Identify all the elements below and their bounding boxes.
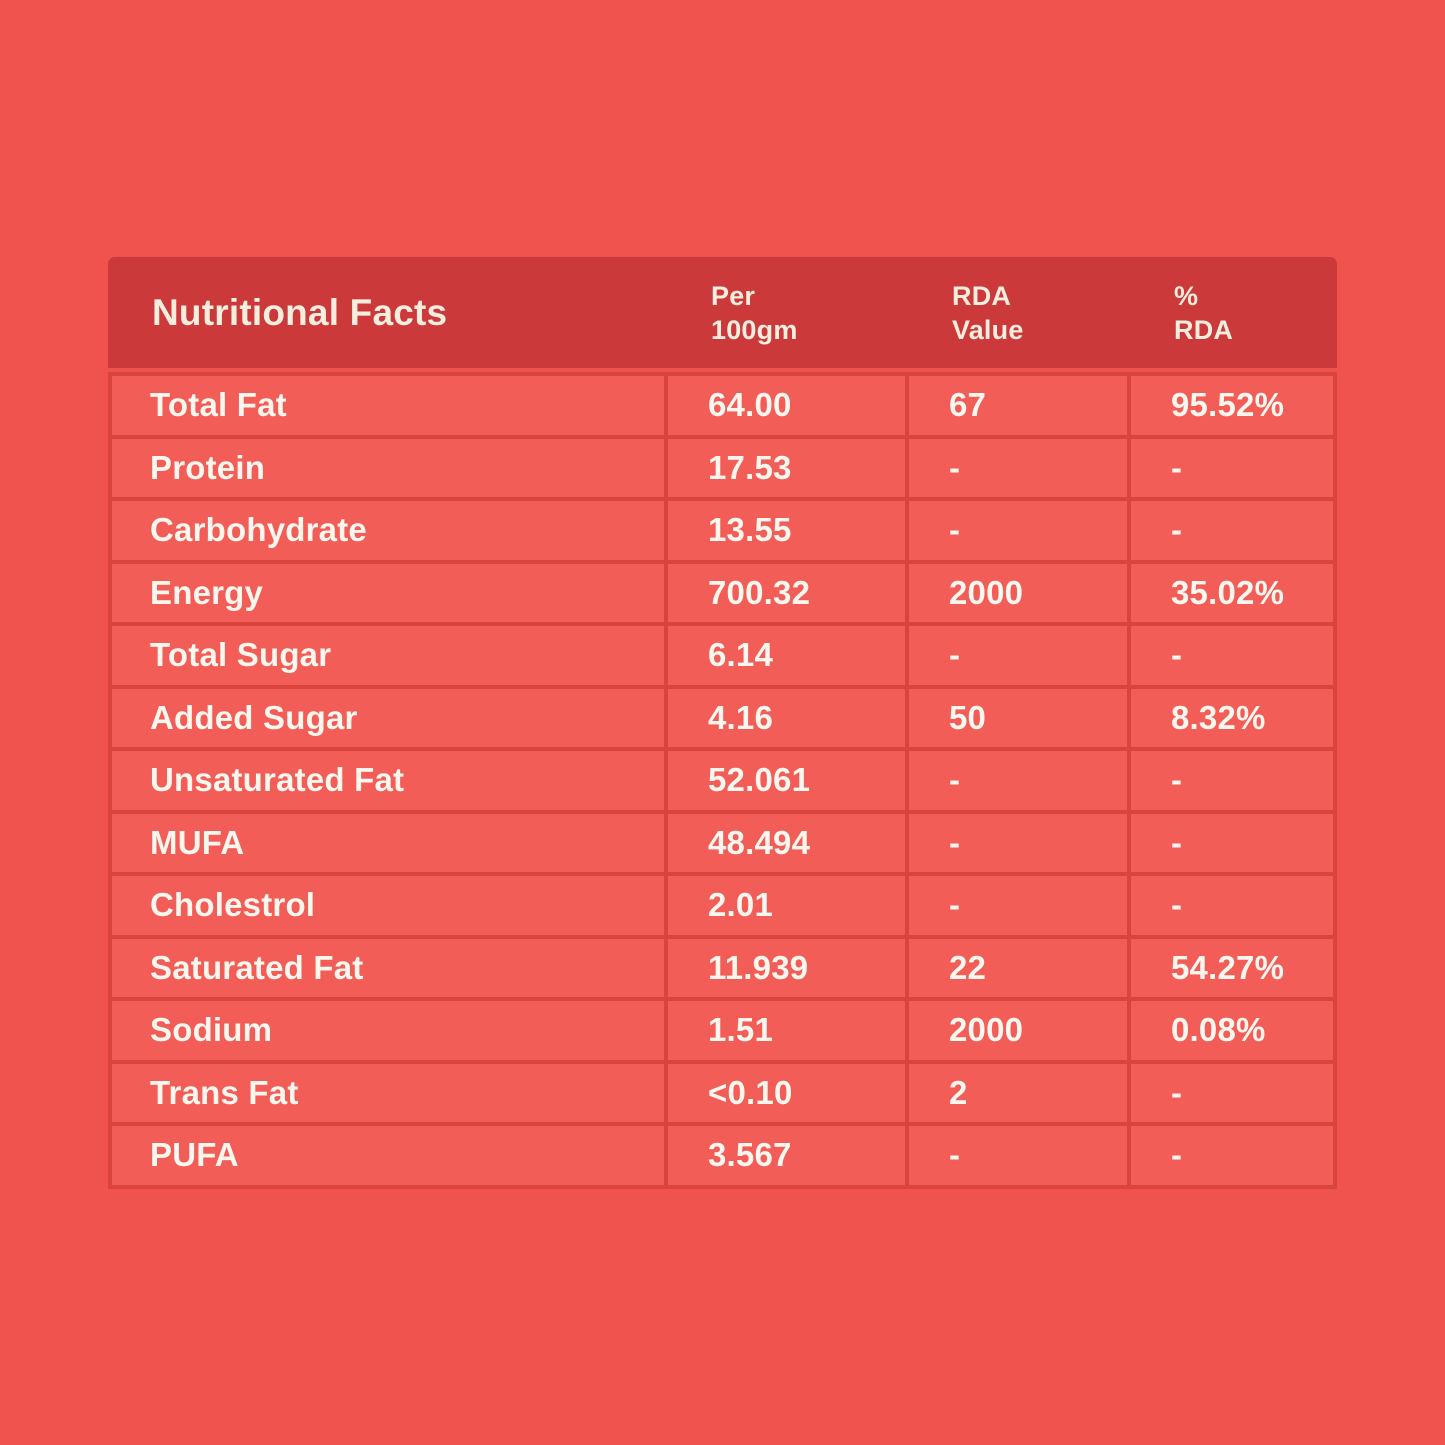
nutrient-name: Added Sugar	[112, 688, 664, 747]
rda-value: 2000	[909, 563, 1127, 622]
pct-rda-value: -	[1131, 626, 1333, 685]
nutrient-name: Sodium	[112, 1001, 664, 1060]
rda-value: 67	[909, 376, 1127, 435]
nutrient-name: PUFA	[112, 1126, 664, 1185]
rda-value: -	[909, 626, 1127, 685]
nutrient-name: Protein	[112, 438, 664, 497]
pct-rda-value: -	[1131, 501, 1333, 560]
per-100gm-value: 52.061	[668, 751, 905, 810]
per-100gm-value: 700.32	[668, 563, 905, 622]
rda-value: -	[909, 813, 1127, 872]
table-header-row: Nutritional Facts Per 100gm RDA Value % …	[108, 257, 1337, 368]
table-title: Nutritional Facts	[152, 291, 448, 333]
nutrient-name: Energy	[112, 563, 664, 622]
nutrient-name: Carbohydrate	[112, 501, 664, 560]
per-100gm-value: 17.53	[668, 438, 905, 497]
pct-rda-value: 8.32%	[1131, 688, 1333, 747]
column-header-rda-value: RDA Value	[952, 280, 1024, 345]
pct-rda-value: -	[1131, 751, 1333, 810]
rda-value: -	[909, 876, 1127, 935]
column-header-per-100gm: Per 100gm	[711, 280, 798, 345]
rda-value: -	[909, 1126, 1127, 1185]
per-100gm-value: 2.01	[668, 876, 905, 935]
per-100gm-value: 4.16	[668, 688, 905, 747]
rda-value: 22	[909, 938, 1127, 997]
per-100gm-value: <0.10	[668, 1063, 905, 1122]
nutrient-name: Cholestrol	[112, 876, 664, 935]
pct-rda-value: -	[1131, 438, 1333, 497]
pct-rda-value: -	[1131, 1126, 1333, 1185]
nutrient-name: Unsaturated Fat	[112, 751, 664, 810]
pct-rda-value: -	[1131, 1063, 1333, 1122]
nutrient-name: Total Sugar	[112, 626, 664, 685]
rda-value: 2	[909, 1063, 1127, 1122]
pct-rda-value: 0.08%	[1131, 1001, 1333, 1060]
rda-value: -	[909, 751, 1127, 810]
per-100gm-value: 13.55	[668, 501, 905, 560]
nutrient-name: MUFA	[112, 813, 664, 872]
pct-rda-value: 54.27%	[1131, 938, 1333, 997]
rda-value: 2000	[909, 1001, 1127, 1060]
per-100gm-value: 48.494	[668, 813, 905, 872]
nutrient-name: Saturated Fat	[112, 938, 664, 997]
pct-rda-value: 35.02%	[1131, 563, 1333, 622]
rda-value: -	[909, 501, 1127, 560]
rda-value: -	[909, 438, 1127, 497]
per-100gm-value: 11.939	[668, 938, 905, 997]
rda-value: 50	[909, 688, 1127, 747]
per-100gm-value: 64.00	[668, 376, 905, 435]
per-100gm-value: 1.51	[668, 1001, 905, 1060]
table-body: Total Fat 64.00 67 95.52% Protein 17.53 …	[108, 372, 1337, 1189]
pct-rda-value: -	[1131, 813, 1333, 872]
per-100gm-value: 3.567	[668, 1126, 905, 1185]
nutrient-name: Total Fat	[112, 376, 664, 435]
pct-rda-value: 95.52%	[1131, 376, 1333, 435]
pct-rda-value: -	[1131, 876, 1333, 935]
per-100gm-value: 6.14	[668, 626, 905, 685]
column-header-pct-rda: % RDA	[1174, 280, 1234, 345]
nutrition-table: Nutritional Facts Per 100gm RDA Value % …	[108, 257, 1337, 1189]
nutrient-name: Trans Fat	[112, 1063, 664, 1122]
